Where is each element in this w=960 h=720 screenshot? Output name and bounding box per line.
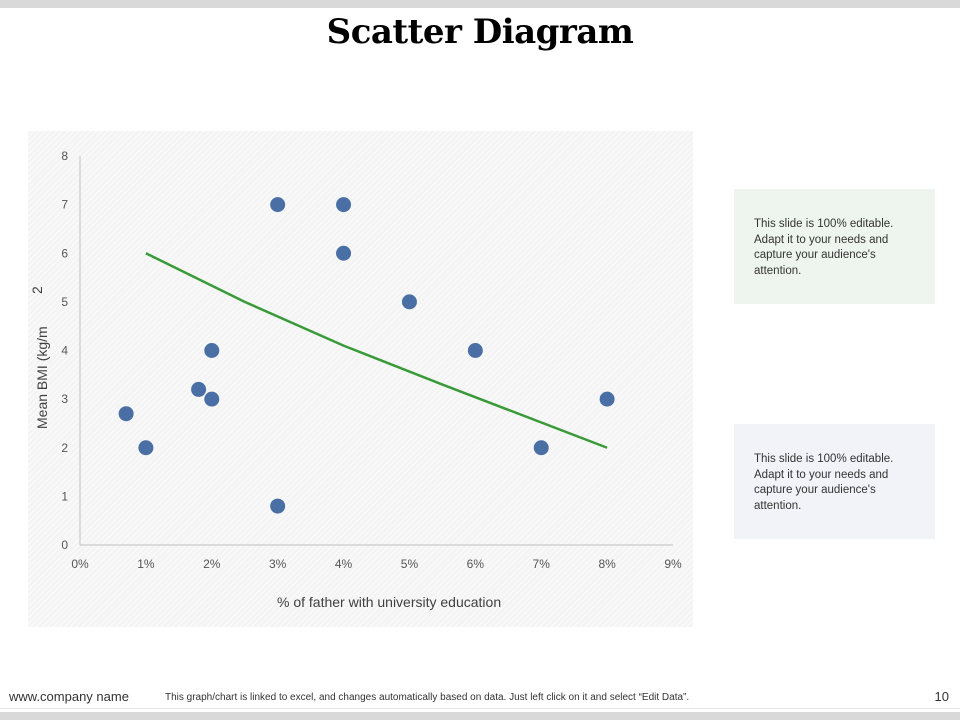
data-point xyxy=(270,498,286,514)
y-tick-label: 7 xyxy=(61,198,68,212)
info-note: This slide is 100% editable. Adapt it to… xyxy=(734,424,935,539)
x-tick-label: 9% xyxy=(664,557,682,571)
y-tick-label: 4 xyxy=(61,344,68,358)
y-tick-label: 0 xyxy=(61,538,68,552)
trendline xyxy=(145,252,608,449)
data-point xyxy=(118,406,134,422)
chart-canvas: 0 1 2 3 4 5 6 7 8 0% 1% 2% 3% 4% 5% 6% 7% 8% 9% % of fath… xyxy=(29,149,682,610)
y-tick-label: 8 xyxy=(61,149,68,163)
x-tick-label: 6% xyxy=(467,557,485,571)
y-tick-labels: 0 1 2 3 4 5 6 7 8 xyxy=(61,149,68,552)
scatter-chart: 0 1 2 3 4 5 6 7 8 0% 1% 2% 3% 4% 5% 6% 7% 8% 9% % of fath… xyxy=(28,131,693,627)
page-number: 10 xyxy=(934,689,949,704)
data-point xyxy=(467,343,483,358)
x-tick-label: 3% xyxy=(269,557,287,571)
data-point xyxy=(336,197,352,213)
y-tick-label: 2 xyxy=(61,441,68,455)
y-tick-label: 6 xyxy=(61,246,68,260)
bottom-divider xyxy=(0,708,960,709)
data-point xyxy=(401,294,417,310)
info-note: This slide is 100% editable. Adapt it to… xyxy=(734,189,935,304)
y-axis-title: Mean BMI (kg/m xyxy=(34,326,50,429)
y-axis-title-superscript: 2 xyxy=(29,286,45,294)
x-tick-label: 4% xyxy=(335,557,353,571)
x-tick-label: 0% xyxy=(71,557,89,571)
page-title: Scatter Diagram xyxy=(326,12,634,52)
data-point xyxy=(204,343,220,358)
bottom-border xyxy=(0,712,960,720)
x-tick-label: 1% xyxy=(137,557,155,571)
top-border xyxy=(0,0,960,8)
y-tick-label: 1 xyxy=(61,489,68,503)
y-tick-label: 3 xyxy=(61,392,68,406)
data-point xyxy=(191,381,207,397)
data-point xyxy=(599,391,615,407)
x-axis-title: % of father with university education xyxy=(277,594,501,610)
data-point xyxy=(336,245,352,261)
data-point xyxy=(204,391,220,407)
footer-note: This graph/chart is linked to excel, and… xyxy=(165,692,690,703)
data-point xyxy=(270,197,286,213)
y-tick-label: 5 xyxy=(61,295,68,309)
company-name: www.company name xyxy=(9,689,129,704)
data-point xyxy=(533,440,549,456)
x-tick-label: 8% xyxy=(598,557,616,571)
x-tick-label: 2% xyxy=(203,557,221,571)
data-point xyxy=(138,440,154,456)
data-points xyxy=(118,197,615,514)
x-tick-label: 7% xyxy=(533,557,551,571)
x-tick-labels: 0% 1% 2% 3% 4% 5% 6% 7% 8% 9% xyxy=(71,557,682,571)
x-tick-label: 5% xyxy=(401,557,419,571)
